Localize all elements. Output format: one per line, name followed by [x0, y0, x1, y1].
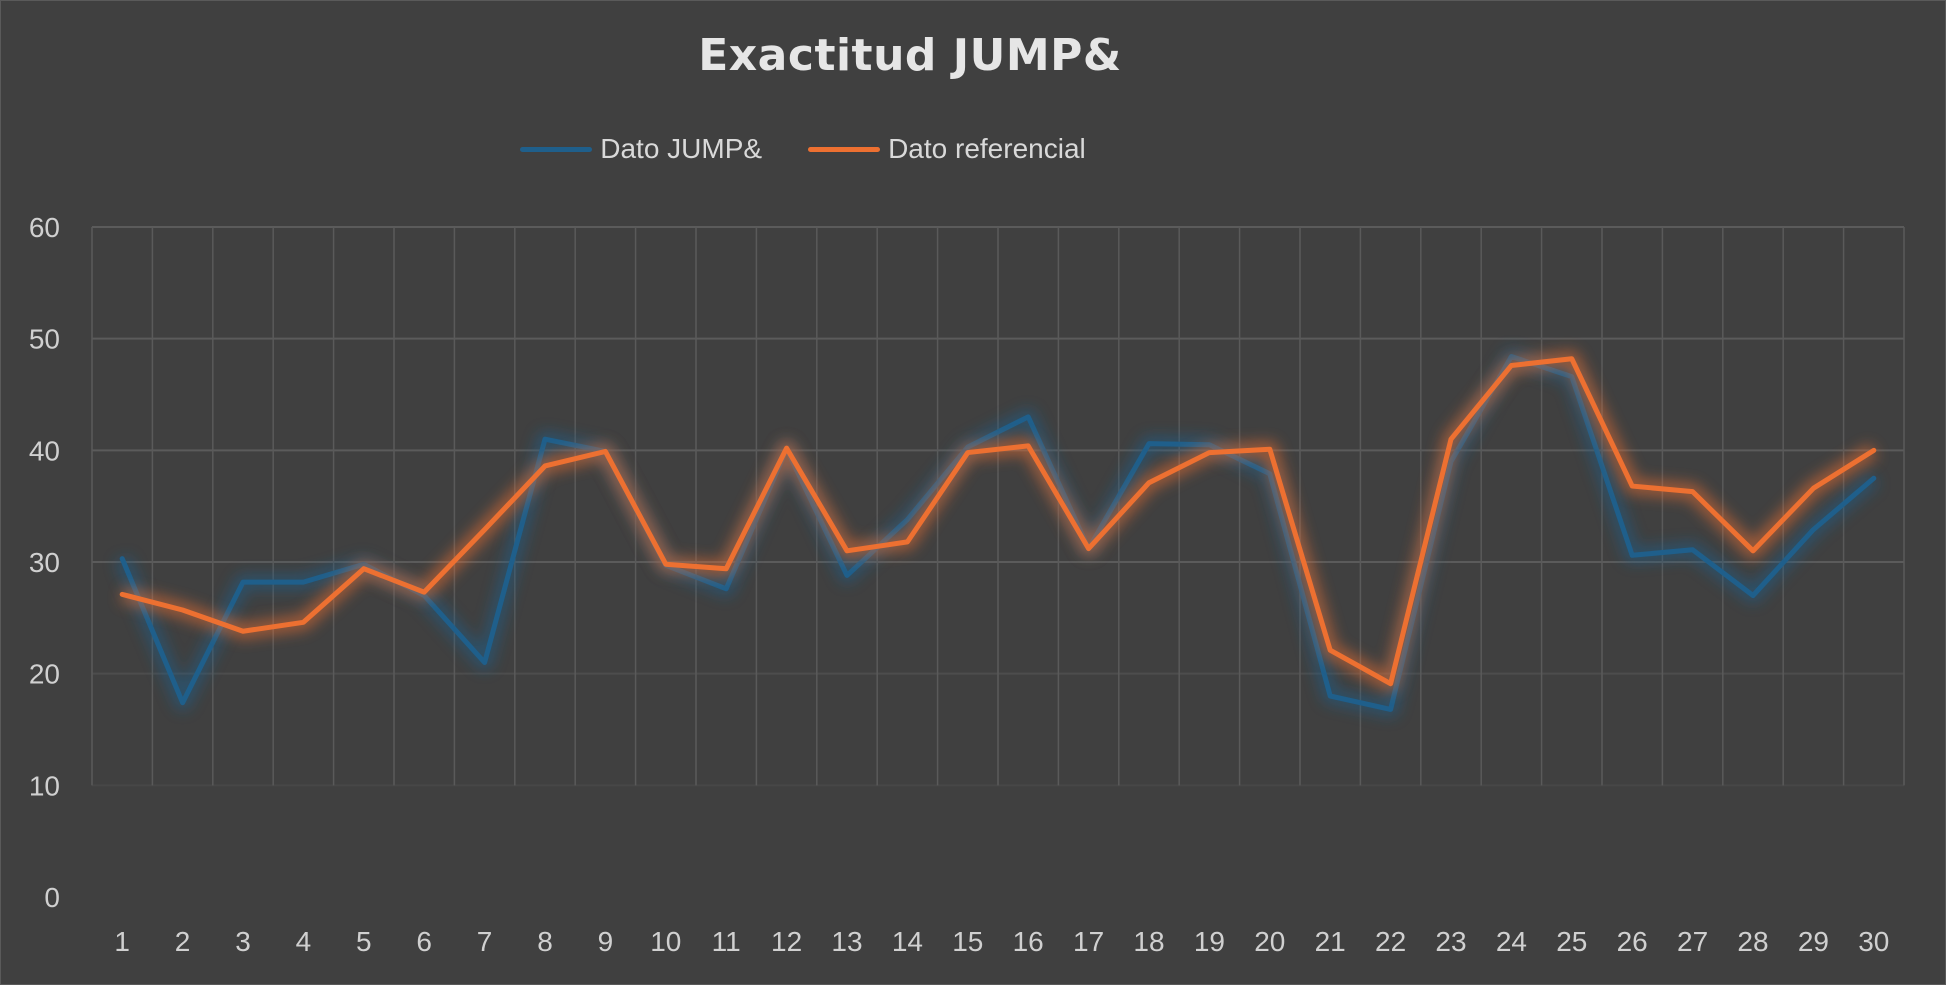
- y-axis-ticks: 0 10 20 30 40 50 60: [29, 212, 60, 913]
- legend-swatch-series-2: [808, 146, 881, 152]
- x-tick-label: 1: [114, 926, 130, 957]
- x-tick-label: 16: [1013, 926, 1044, 957]
- x-tick-label: 25: [1556, 926, 1587, 957]
- x-tick-label: 24: [1496, 926, 1527, 957]
- x-tick-label: 7: [477, 926, 493, 957]
- y-tick-label: 10: [29, 770, 60, 801]
- x-tick-label: 6: [416, 926, 432, 957]
- y-tick-label: 20: [29, 659, 60, 690]
- series-line-2: [119, 356, 1877, 687]
- y-tick-label: 40: [29, 435, 60, 466]
- legend-item-series-2: Dato referencial: [808, 133, 1086, 165]
- x-tick-label: 10: [650, 926, 681, 957]
- series-layer: [114, 348, 1879, 718]
- x-tick-label: 20: [1254, 926, 1285, 957]
- x-tick-label: 30: [1858, 926, 1889, 957]
- x-tick-label: 13: [831, 926, 862, 957]
- x-tick-label: 27: [1677, 926, 1708, 957]
- x-tick-label: 28: [1737, 926, 1768, 957]
- x-tick-label: 4: [296, 926, 312, 957]
- x-tick-label: 19: [1194, 926, 1225, 957]
- x-tick-label: 18: [1133, 926, 1164, 957]
- legend-label-series-2: Dato referencial: [888, 133, 1086, 164]
- legend-item-series-1: Dato JUMP&: [520, 133, 762, 165]
- chart-title: Exactitud JUMP&: [698, 30, 1122, 81]
- x-tick-label: 9: [598, 926, 614, 957]
- x-tick-label: 23: [1435, 926, 1466, 957]
- series-2: [119, 350, 1879, 692]
- x-tick-label: 8: [537, 926, 553, 957]
- x-axis-ticks: 1 2 3 4 5 6 7 8 9 10 11 12 13 14 15 16 17 18 19 20 21 22 23 24 2…: [114, 926, 1889, 957]
- legend: Dato JUMP& Dato referencial: [0, 133, 1776, 165]
- y-tick-label: 30: [29, 547, 60, 578]
- x-tick-label: 17: [1073, 926, 1104, 957]
- grid: [91, 226, 1905, 787]
- x-tick-label: 21: [1315, 926, 1346, 957]
- x-tick-label: 12: [771, 926, 802, 957]
- legend-swatch-series-1: [520, 146, 593, 152]
- x-tick-label: 15: [952, 926, 983, 957]
- y-tick-label: 60: [29, 212, 60, 243]
- x-tick-label: 5: [356, 926, 372, 957]
- x-tick-label: 22: [1375, 926, 1406, 957]
- x-tick-label: 3: [235, 926, 251, 957]
- x-tick-label: 29: [1798, 926, 1829, 957]
- x-tick-label: 2: [175, 926, 191, 957]
- y-tick-label: 50: [29, 324, 60, 355]
- x-tick-label: 11: [712, 926, 741, 957]
- x-tick-label: 26: [1617, 926, 1648, 957]
- x-tick-label: 14: [892, 926, 923, 957]
- y-tick-label: 0: [44, 882, 60, 913]
- legend-label-series-1: Dato JUMP&: [600, 133, 763, 164]
